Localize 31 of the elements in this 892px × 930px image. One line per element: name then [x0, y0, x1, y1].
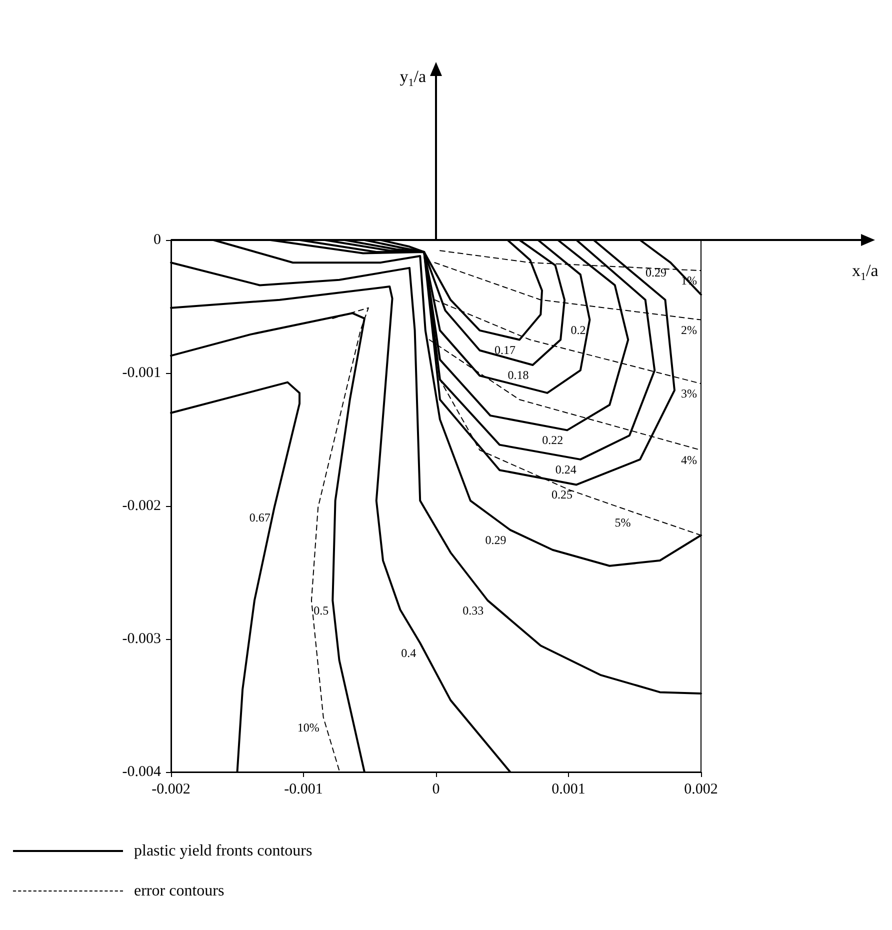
- x-tick-label: 0.001: [552, 782, 586, 798]
- x-tick-label: 0: [432, 782, 440, 798]
- annotation: 0.24: [555, 462, 576, 476]
- annotation: 0.17: [494, 342, 516, 357]
- annotation: 0.29: [646, 266, 667, 280]
- y-tick-label: -0.003: [122, 631, 161, 647]
- annotation: 0.67: [249, 510, 270, 524]
- y-tick-label: -0.004: [122, 764, 162, 780]
- annotation: 0.4: [401, 646, 416, 660]
- annotation: 2%: [681, 322, 697, 337]
- annotation: 0.29: [485, 532, 506, 547]
- annotation: 0.25: [551, 488, 572, 502]
- x-tick-label: 0.002: [684, 782, 718, 798]
- y-tick-label: -0.002: [122, 498, 161, 514]
- x-tick-label: -0.002: [152, 782, 190, 798]
- y-tick-label: -0.001: [122, 365, 161, 381]
- annotation: 0.5: [314, 603, 329, 618]
- annotation: 0.18: [508, 368, 529, 382]
- annotation: 0.2: [570, 322, 586, 337]
- annotation: 4%: [681, 453, 697, 468]
- annotation: 3%: [681, 386, 697, 401]
- text: y$_{1}$/a: [400, 67, 426, 89]
- legend-label: plastic yield fronts contours: [134, 842, 312, 860]
- y-tick-label: 0: [154, 232, 161, 248]
- annotation: 0.33: [462, 603, 484, 618]
- annotation: 10%: [297, 720, 320, 734]
- annotation: 5%: [614, 516, 631, 530]
- x-tick-label: -0.001: [284, 782, 323, 798]
- legend-label: error contours: [134, 882, 224, 900]
- text: x$_{1}$/a: [852, 261, 878, 283]
- annotation: 0.22: [542, 433, 564, 448]
